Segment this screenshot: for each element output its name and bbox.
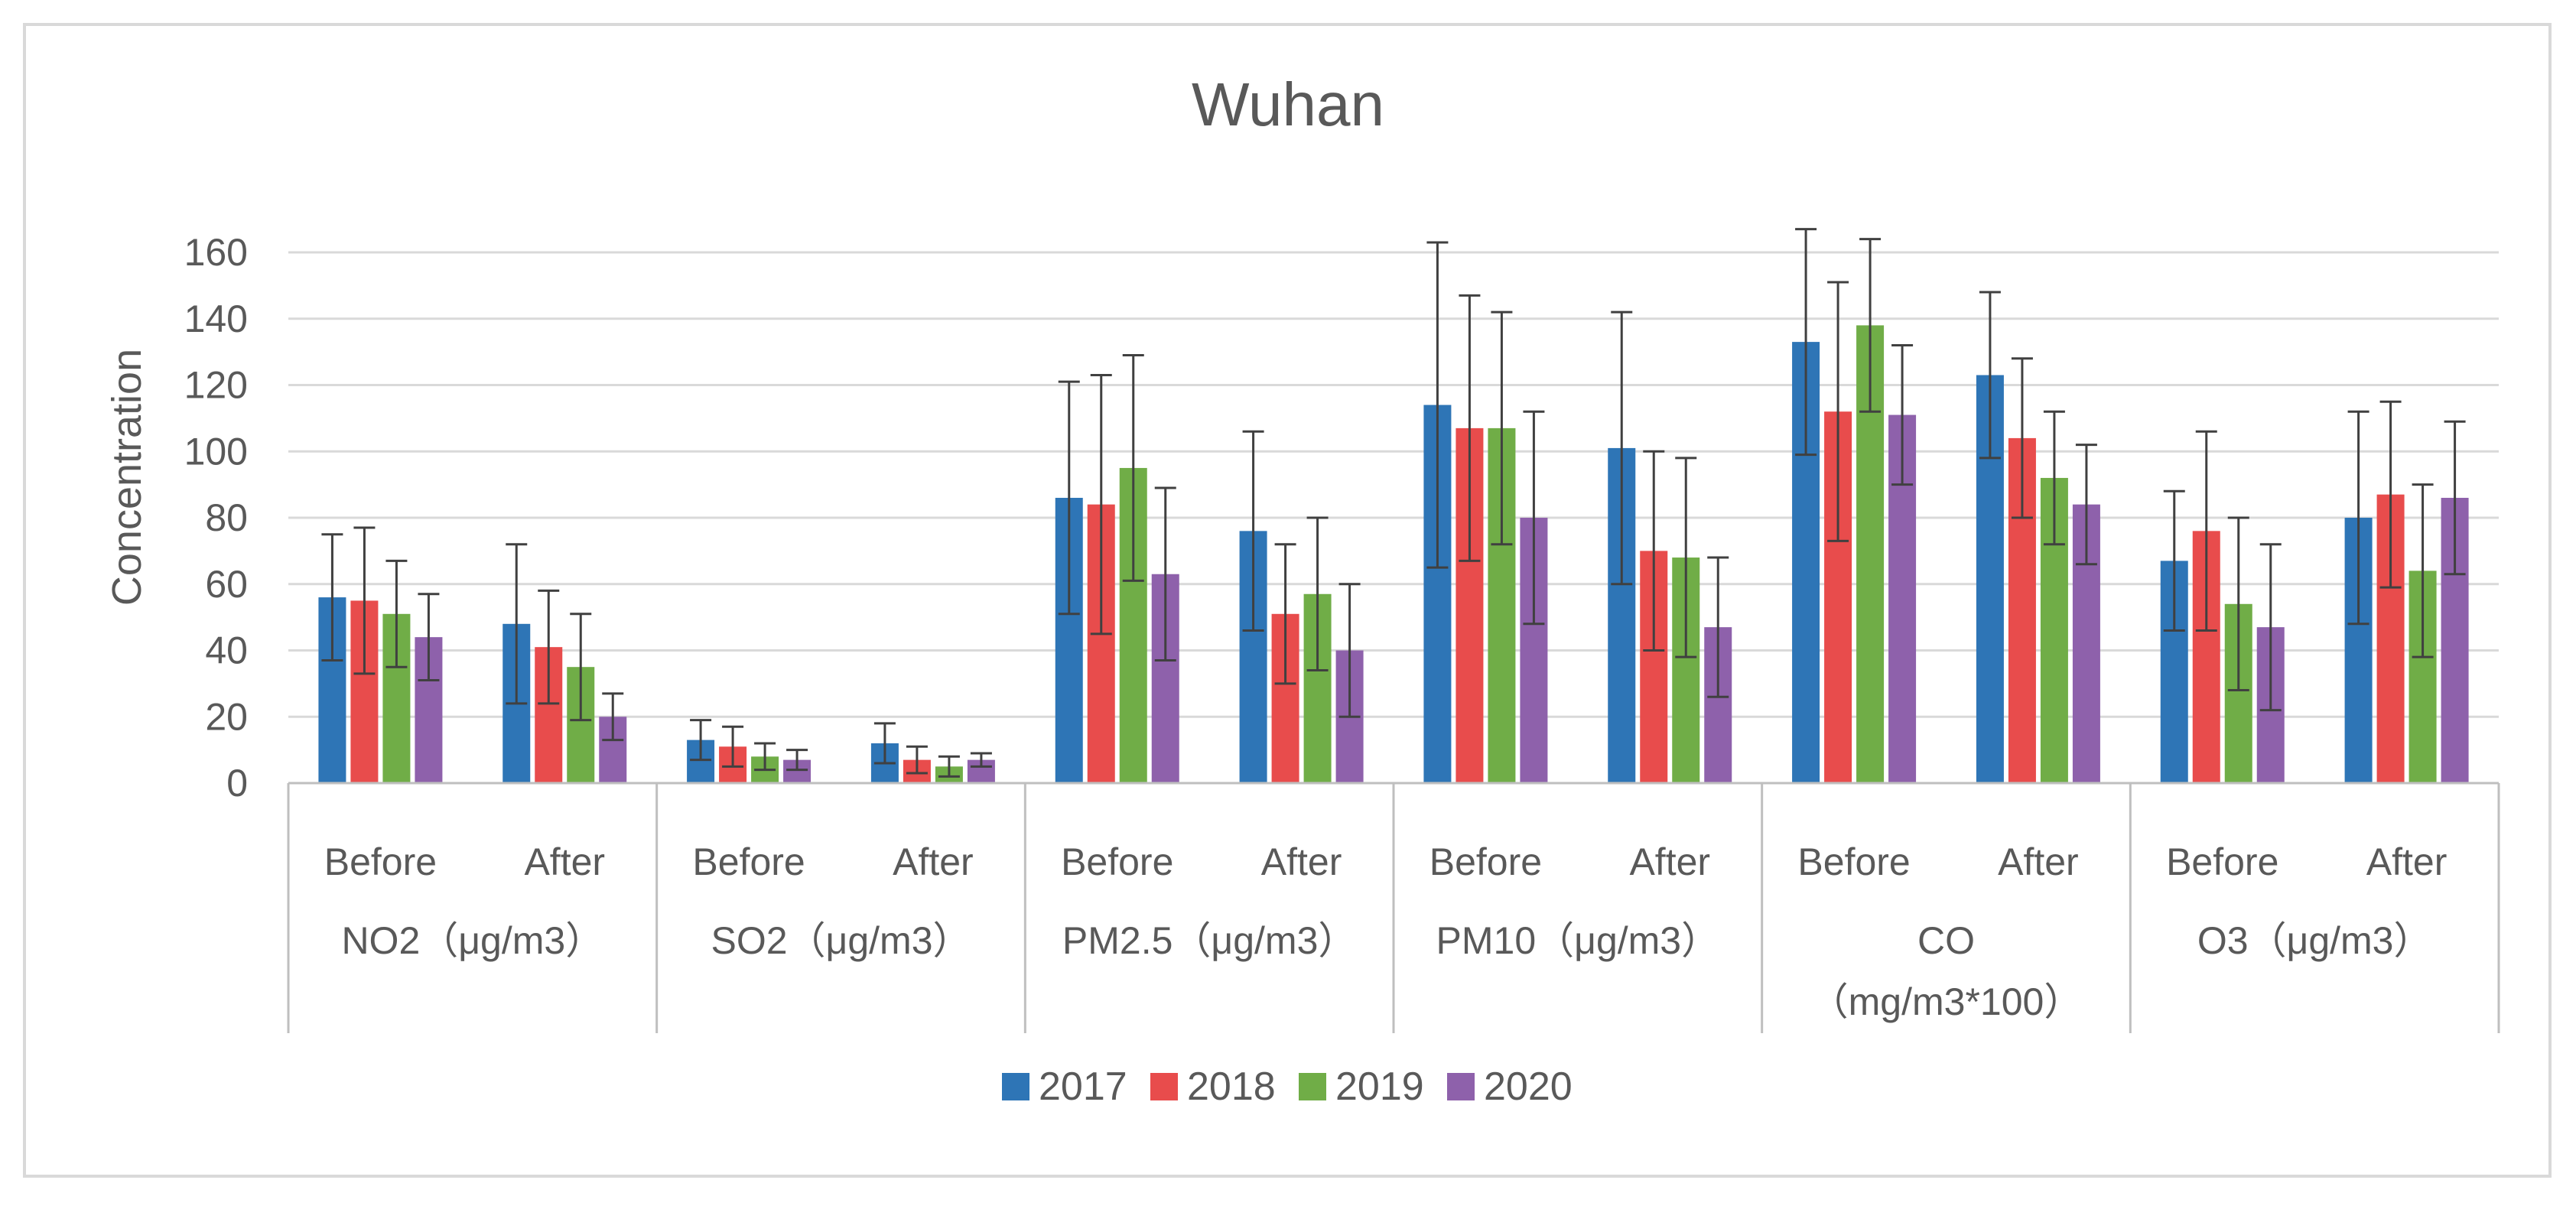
error-bar-2018 <box>2011 357 2033 519</box>
error-bar-2019 <box>2412 483 2434 658</box>
error-bar-2020 <box>2075 444 2097 566</box>
legend-swatch <box>1447 1073 1475 1100</box>
x-subcategory-label: Before <box>2166 840 2278 883</box>
error-bar-2018 <box>906 745 928 775</box>
y-tick-label: 60 <box>205 563 248 606</box>
y-tick-label: 40 <box>205 629 248 672</box>
x-axis: Before After NO2（μg/m3） Before After SO2（μg/m… <box>287 782 2500 1033</box>
error-bar-2019 <box>1122 353 1144 582</box>
error-bar-2019 <box>385 559 408 668</box>
legend-label: 2019 <box>1335 1065 1424 1109</box>
legend-label: 2020 <box>1484 1065 1573 1109</box>
legend-label: 2017 <box>1039 1065 1127 1109</box>
legend: 2017 2018 2019 2020 <box>1002 1065 1573 1109</box>
error-bar-2018 <box>1643 450 1665 652</box>
error-bar-2020 <box>1338 583 1361 718</box>
error-bar-2017 <box>321 533 343 662</box>
x-subcategory-label: After <box>893 840 974 883</box>
error-bar-2020 <box>1154 486 1176 662</box>
error-bar-2020 <box>418 593 440 682</box>
gridlines <box>288 251 2499 718</box>
x-subcategory-label: After <box>1261 840 1342 883</box>
y-axis-label: Concentration <box>104 349 150 606</box>
error-bar-2017 <box>1611 310 1633 586</box>
x-subcategory-label: After <box>1998 840 2079 883</box>
error-bar-2020 <box>970 752 992 768</box>
error-bar-2017 <box>1242 430 1264 632</box>
x-group-label: SO2（μg/m3） <box>711 919 971 962</box>
y-tick-label: 80 <box>205 496 248 539</box>
error-bar-2018 <box>2379 400 2402 589</box>
chart-frame: Wuhan Concentration 0 20 40 60 80 100 120 140 16… <box>23 23 2552 1178</box>
x-subcategory-label: Before <box>324 840 437 883</box>
error-bar-2017 <box>690 719 712 762</box>
y-tick-label: 160 <box>184 231 248 274</box>
error-bar-2018 <box>2195 430 2217 632</box>
error-bar-2017 <box>506 543 528 705</box>
error-bar-2017 <box>1795 228 1817 457</box>
error-bar-2019 <box>1675 457 1697 658</box>
error-bar-2019 <box>1306 516 1329 672</box>
error-bar-2019 <box>2043 410 2065 546</box>
error-bar-2020 <box>2259 543 2282 712</box>
error-bar-2020 <box>1523 410 1545 626</box>
x-group-label: CO <box>1917 919 1975 962</box>
error-bar-2018 <box>1827 281 1849 542</box>
error-bar-2019 <box>754 742 776 772</box>
error-bar-2018 <box>722 725 744 768</box>
x-subcategory-label: After <box>1629 840 1710 883</box>
legend-swatch <box>1002 1073 1029 1100</box>
x-subcategory-label: Before <box>1797 840 1910 883</box>
chart: Wuhan Concentration 0 20 40 60 80 100 120 140 16… <box>104 70 2500 1109</box>
error-bar-2020 <box>602 692 624 742</box>
x-subcategory-label: After <box>524 840 605 883</box>
error-bar-2019 <box>1859 238 1882 413</box>
error-bar-2020 <box>2444 420 2466 576</box>
error-bar-2017 <box>873 722 896 765</box>
y-tick-label: 140 <box>184 297 248 340</box>
error-bar-2017 <box>1058 380 1080 616</box>
x-group-label: O3（μg/m3） <box>2197 919 2432 962</box>
legend-item-2017: 2017 <box>1002 1065 1127 1109</box>
error-bar-2018 <box>1274 543 1296 685</box>
bars <box>318 325 2469 783</box>
y-tick-labels: 0 20 40 60 80 100 120 140 160 <box>184 231 248 805</box>
error-bar-2018 <box>538 589 560 705</box>
error-bar-2017 <box>1426 241 1449 569</box>
x-subcategory-label: Before <box>692 840 805 883</box>
x-subcategory-label: Before <box>1429 840 1542 883</box>
legend-item-2020: 2020 <box>1447 1065 1573 1109</box>
legend-swatch <box>1150 1073 1178 1100</box>
y-tick-label: 120 <box>184 364 248 407</box>
error-bar-2020 <box>786 749 808 772</box>
error-bar-2020 <box>1891 343 1914 486</box>
x-group-label: PM2.5（μg/m3） <box>1062 919 1356 962</box>
error-bar-2019 <box>2227 516 2249 692</box>
error-bar-2019 <box>1491 310 1513 546</box>
error-bar-2017 <box>2163 489 2185 632</box>
error-bar-2018 <box>353 526 376 675</box>
error-bar-2017 <box>1979 291 2001 460</box>
error-bar-2018 <box>1090 373 1112 636</box>
error-bar-2020 <box>1707 556 1729 698</box>
x-group-label: （mg/m3*100） <box>1810 980 2083 1023</box>
error-bars <box>321 228 2466 778</box>
y-tick-label: 20 <box>205 695 248 738</box>
legend-item-2018: 2018 <box>1150 1065 1276 1109</box>
error-bar-2019 <box>570 613 592 722</box>
y-tick-label: 100 <box>184 430 248 473</box>
legend-label: 2018 <box>1187 1065 1276 1109</box>
x-subcategory-label: Before <box>1061 840 1173 883</box>
y-tick-label: 0 <box>226 762 248 805</box>
legend-item-2019: 2019 <box>1299 1065 1424 1109</box>
chart-title: Wuhan <box>1192 70 1384 138</box>
x-group-label: NO2（μg/m3） <box>341 919 603 962</box>
legend-swatch <box>1299 1073 1326 1100</box>
error-bar-2019 <box>938 755 960 778</box>
x-subcategory-label: After <box>2366 840 2448 883</box>
x-group-label: PM10（μg/m3） <box>1436 919 1720 962</box>
error-bar-2017 <box>2347 410 2369 626</box>
error-bar-2018 <box>1459 294 1481 562</box>
